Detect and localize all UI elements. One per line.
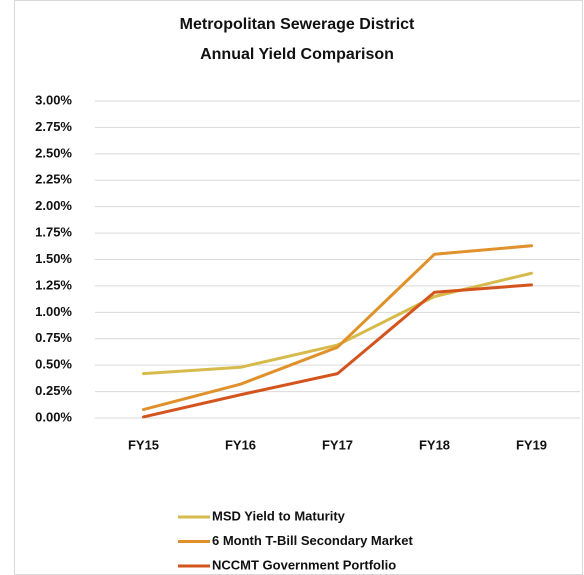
y-tick-label: 2.75% [35,119,72,134]
y-tick-label: 0.00% [35,409,72,424]
x-tick-label: FY18 [419,437,450,452]
legend-label: NCCMT Government Portfolio [212,557,396,572]
y-tick-label: 0.75% [35,330,72,345]
x-tick-label: FY15 [128,437,159,452]
y-tick-label: 2.25% [35,172,72,187]
series-line [142,283,533,419]
chart-title: Annual Yield Comparison [200,46,394,63]
x-tick-label: FY19 [516,437,547,452]
legend-label: 6 Month T-Bill Secondary Market [212,533,413,548]
x-tick-label: FY16 [225,437,256,452]
y-tick-label: 0.50% [35,357,72,372]
chart-title: Metropolitan Sewerage District [180,16,415,33]
series-line [142,244,533,412]
y-tick-label: 0.25% [35,383,72,398]
y-tick-label: 1.75% [35,225,72,240]
y-tick-label: 2.50% [35,145,72,160]
y-tick-label: 1.25% [35,277,72,292]
x-tick-label: FY17 [322,437,353,452]
y-tick-label: 3.00% [35,92,72,107]
y-tick-label: 1.50% [35,251,72,266]
legend-label: MSD Yield to Maturity [212,508,346,523]
y-tick-label: 2.00% [35,198,72,213]
y-tick-label: 1.00% [35,304,72,319]
